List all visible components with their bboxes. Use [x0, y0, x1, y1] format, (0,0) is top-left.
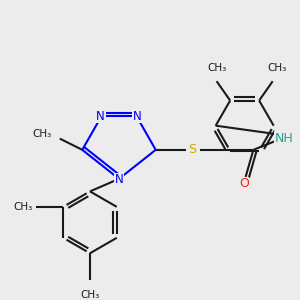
- Text: CH₃: CH₃: [207, 64, 226, 74]
- Text: CH₃: CH₃: [13, 202, 32, 212]
- Text: NH: NH: [275, 132, 294, 145]
- Text: CH₃: CH₃: [80, 290, 100, 300]
- Text: CH₃: CH₃: [33, 129, 52, 139]
- Text: N: N: [96, 110, 105, 122]
- Text: O: O: [239, 177, 249, 190]
- Text: S: S: [188, 143, 196, 156]
- Text: N: N: [115, 173, 123, 186]
- Text: N: N: [133, 110, 142, 122]
- Text: CH₃: CH₃: [267, 64, 286, 74]
